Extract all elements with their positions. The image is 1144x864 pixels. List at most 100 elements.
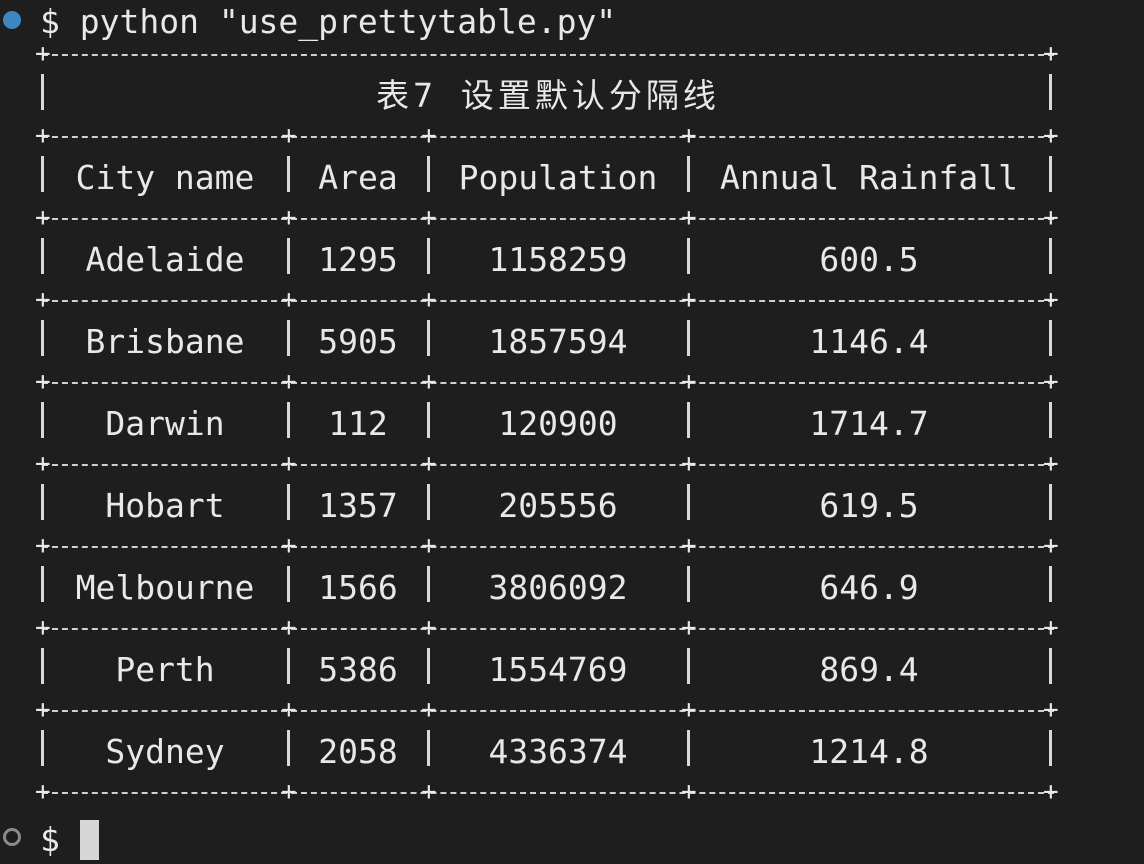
table-header-row: City name Area Population Annual Rainfall (41, 142, 1054, 214)
separator-plus: + (681, 367, 697, 397)
column-bar (427, 648, 430, 684)
text-cursor (80, 820, 99, 860)
separator-plus: + (281, 531, 297, 561)
column-bar (41, 74, 44, 110)
separator-plus: + (681, 777, 697, 807)
table-cell: 3806092 (488, 568, 628, 607)
column-bar (41, 238, 44, 274)
table-cell: 646.9 (819, 568, 919, 607)
table-cell: 1357 (318, 486, 398, 525)
column-bar (41, 566, 44, 602)
column-bar (1049, 566, 1052, 602)
separator-plus: + (421, 613, 437, 643)
separator-plus: + (421, 121, 437, 151)
table-cell: Melbourne (75, 568, 255, 607)
separator-plus: + (681, 203, 697, 233)
table-cell: Darwin (105, 404, 225, 443)
column-bar (427, 156, 430, 192)
table-cell: 1714.7 (809, 404, 929, 443)
separator-plus: + (681, 285, 697, 315)
separator-plus: + (421, 203, 437, 233)
table-cell: Hobart (105, 486, 225, 525)
separator-plus: + (421, 367, 437, 397)
table-cell: 1295 (318, 240, 398, 279)
table-separator: + + + + + (35, 697, 1059, 723)
column-bar (287, 156, 290, 192)
separator-plus: + (35, 777, 51, 807)
separator-plus: + (281, 203, 297, 233)
table-cell: Annual Rainfall (719, 158, 1018, 197)
separator-dashes (42, 628, 1054, 630)
column-bar (687, 238, 690, 274)
table-row: Hobart 1357 205556 619.5 (41, 470, 1054, 542)
column-bar (1049, 402, 1052, 438)
command-text: python "use_prettytable.py" (79, 2, 617, 41)
column-bar (687, 648, 690, 684)
separator-dashes (42, 54, 1054, 56)
separator-dashes (42, 464, 1054, 466)
table-cell: 1146.4 (809, 322, 929, 361)
column-bar (41, 156, 44, 192)
column-bar (1049, 238, 1052, 274)
separator-plus: + (35, 531, 51, 561)
separator-plus: + (1043, 531, 1059, 561)
column-bar (1049, 484, 1052, 520)
column-bar (1049, 74, 1052, 110)
idle-prompt: $ (40, 820, 60, 859)
column-bar (287, 648, 290, 684)
column-bar (41, 648, 44, 684)
command-status-icon (3, 11, 21, 29)
separator-dashes (42, 382, 1054, 384)
separator-plus: + (421, 695, 437, 725)
column-bar (687, 320, 690, 356)
column-bar (41, 320, 44, 356)
table-separator: + + + + + (35, 287, 1059, 313)
column-bar (427, 484, 430, 520)
table-cell: Brisbane (85, 322, 245, 361)
separator-plus: + (35, 39, 51, 69)
pretty-table: + + 表7 设置默认分隔线 + + + + + City name Area Population… (35, 41, 1059, 805)
separator-plus: + (35, 613, 51, 643)
table-cell: Adelaide (85, 240, 245, 279)
table-row: Sydney 2058 4336374 1214.8 (41, 716, 1054, 788)
column-bar (427, 730, 430, 766)
separator-plus: + (35, 285, 51, 315)
table-row: Melbourne 1566 3806092 646.9 (41, 552, 1054, 624)
table-separator: + + + + + (35, 205, 1059, 231)
separator-plus: + (281, 367, 297, 397)
table-cell: Sydney (105, 732, 225, 771)
column-bar (287, 238, 290, 274)
table-cell: Population (458, 158, 658, 197)
separator-plus: + (1043, 777, 1059, 807)
prompt-status-icon (3, 828, 21, 846)
separator-plus: + (681, 121, 697, 151)
column-bar (287, 566, 290, 602)
column-bar (287, 484, 290, 520)
table-separator: + + + + + (35, 615, 1059, 641)
table-cell: 2058 (318, 732, 398, 771)
column-bar (427, 320, 430, 356)
table-cell: 205556 (498, 486, 618, 525)
table-cell: Perth (115, 650, 215, 689)
separator-plus: + (421, 531, 437, 561)
table-row: Adelaide 1295 1158259 600.5 (41, 224, 1054, 296)
separator-dashes (42, 136, 1054, 138)
table-cell: 600.5 (819, 240, 919, 279)
table-cell: 1554769 (488, 650, 628, 689)
separator-dashes (42, 792, 1054, 794)
table-separator: + + + + + (35, 451, 1059, 477)
separator-dashes (42, 710, 1054, 712)
separator-plus: + (681, 531, 697, 561)
table-cell: 112 (328, 404, 388, 443)
separator-dashes (42, 300, 1054, 302)
column-bar (1049, 156, 1052, 192)
column-bar (41, 730, 44, 766)
separator-plus: + (1043, 613, 1059, 643)
separator-plus: + (35, 449, 51, 479)
table-separator: + + + + + (35, 369, 1059, 395)
table-cell: 619.5 (819, 486, 919, 525)
separator-plus: + (681, 695, 697, 725)
separator-plus: + (1043, 121, 1059, 151)
separator-plus: + (281, 121, 297, 151)
